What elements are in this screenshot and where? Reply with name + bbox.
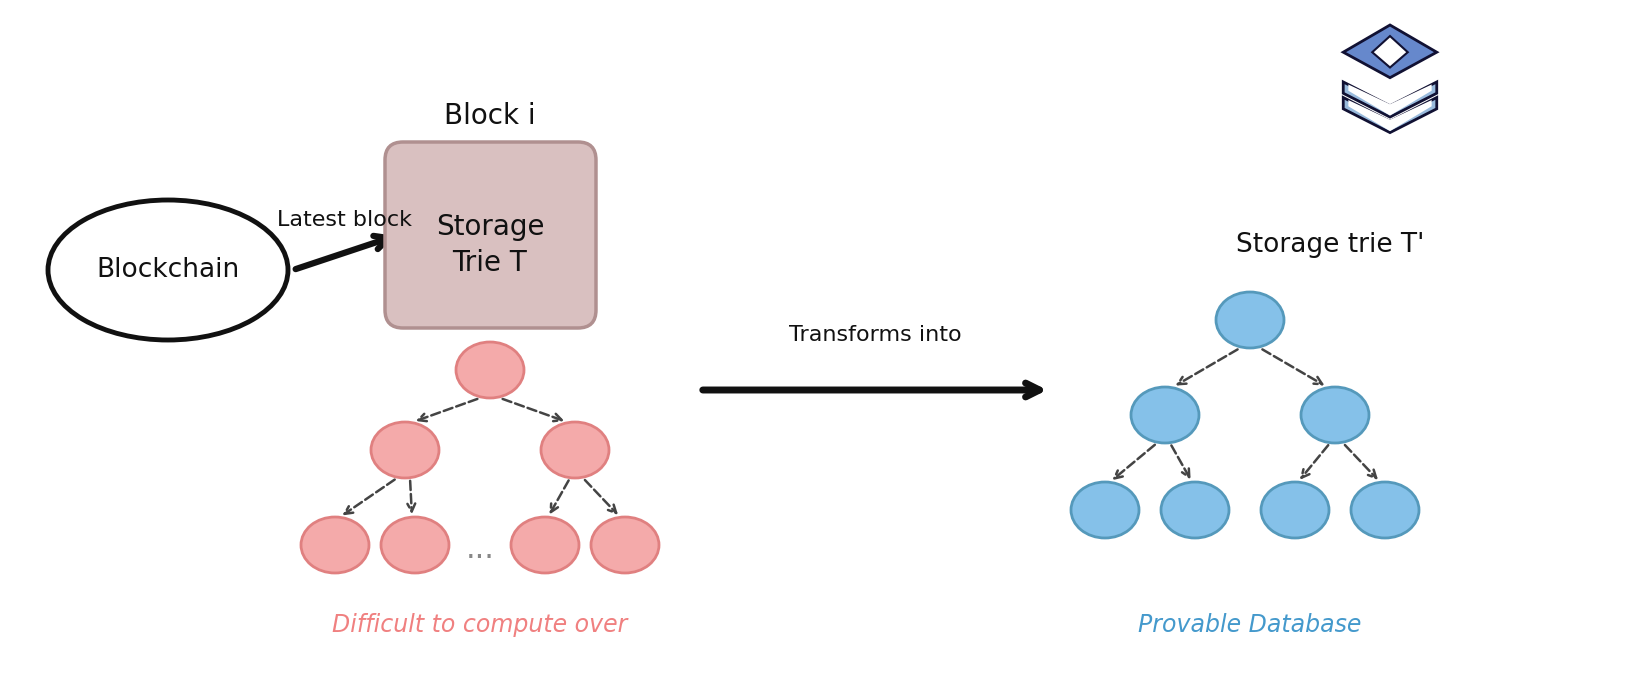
Ellipse shape [1131,387,1200,443]
Text: Storage trie T': Storage trie T' [1236,232,1424,258]
Ellipse shape [48,200,288,340]
Ellipse shape [1216,292,1284,348]
Ellipse shape [381,517,448,573]
FancyBboxPatch shape [386,142,597,328]
Polygon shape [1343,25,1437,78]
Text: ...: ... [466,535,494,565]
Ellipse shape [511,517,578,573]
Text: Block i: Block i [445,102,536,130]
Ellipse shape [371,422,438,478]
Ellipse shape [1160,482,1229,538]
Text: Difficult to compute over: Difficult to compute over [333,613,628,637]
Polygon shape [1343,98,1437,133]
Ellipse shape [1351,482,1419,538]
Text: Transforms into: Transforms into [789,325,961,345]
Text: Storage
Trie T: Storage Trie T [435,212,544,277]
Polygon shape [1348,85,1432,115]
Polygon shape [1373,36,1407,68]
Text: Provable Database: Provable Database [1139,613,1361,637]
Ellipse shape [592,517,659,573]
Ellipse shape [456,342,524,398]
Polygon shape [1348,100,1432,131]
Text: Blockchain: Blockchain [96,257,239,283]
Ellipse shape [302,517,369,573]
Ellipse shape [1300,387,1369,443]
Polygon shape [1343,82,1437,117]
Ellipse shape [1071,482,1139,538]
Ellipse shape [1261,482,1328,538]
Text: Latest block: Latest block [277,210,412,230]
Ellipse shape [541,422,610,478]
